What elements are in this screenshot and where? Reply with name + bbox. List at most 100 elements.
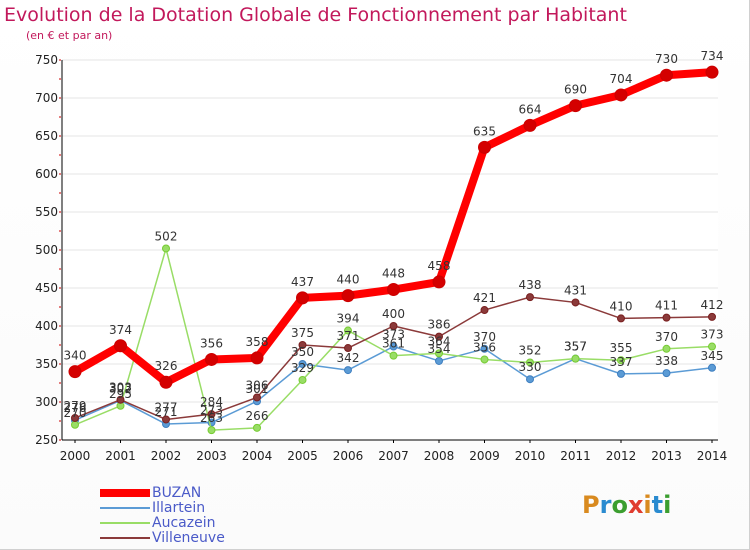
data-point-buzan-2005 bbox=[296, 291, 309, 305]
data-point-villeneuve-2002 bbox=[162, 415, 170, 424]
data-point-villeneuve-2011 bbox=[571, 298, 580, 307]
data-label-aucazein-2008: 364 bbox=[428, 334, 451, 348]
data-point-buzan-2008 bbox=[432, 275, 446, 289]
data-label-illartein-2005: 350 bbox=[291, 345, 314, 359]
y-tick-label-250: 250 bbox=[35, 433, 58, 447]
legend-label-aucazein: Aucazein bbox=[152, 515, 216, 531]
data-label-villeneuve-2002: 277 bbox=[155, 400, 178, 414]
x-tick-label-2007: 2007 bbox=[378, 449, 409, 463]
y-tick-label-600: 600 bbox=[35, 167, 58, 181]
x-tick-label-2010: 2010 bbox=[515, 449, 546, 463]
y-tick-label-350: 350 bbox=[35, 357, 58, 371]
x-tick-label-2011: 2011 bbox=[560, 449, 591, 463]
data-label-aucazein-2004: 266 bbox=[246, 409, 269, 423]
data-point-villeneuve-2010 bbox=[526, 293, 534, 302]
x-tick-label-2014: 2014 bbox=[697, 449, 728, 463]
data-point-aucazein-2006 bbox=[344, 326, 352, 335]
data-label-buzan-2008: 458 bbox=[428, 259, 451, 273]
data-label-villeneuve-2012: 410 bbox=[610, 299, 633, 313]
data-label-buzan-2002: 326 bbox=[155, 359, 178, 373]
x-tick-label-2002: 2002 bbox=[151, 449, 182, 463]
data-label-illartein-2010: 330 bbox=[519, 360, 542, 374]
y-tick-label-750: 750 bbox=[35, 53, 58, 67]
data-point-aucazein-2009 bbox=[480, 355, 489, 364]
data-point-villeneuve-2013 bbox=[662, 313, 671, 322]
data-point-villeneuve-2005 bbox=[298, 341, 307, 349]
data-point-aucazein-2012 bbox=[617, 356, 625, 365]
data-point-villeneuve-2007 bbox=[389, 322, 398, 330]
chart-subtitle: (en € et par an) bbox=[26, 29, 113, 42]
data-label-buzan-2009: 635 bbox=[473, 124, 496, 138]
legend-swatch-villeneuve bbox=[100, 537, 150, 539]
data-label-illartein-2001: 302 bbox=[109, 381, 132, 395]
data-label-villeneuve-2014: 412 bbox=[701, 298, 724, 312]
legend-item-aucazein: Aucazein bbox=[100, 515, 215, 531]
legend-label-illartein: Illartein bbox=[152, 500, 206, 516]
data-label-illartein-2006: 342 bbox=[337, 351, 360, 365]
data-point-aucazein-2014 bbox=[708, 342, 716, 351]
y-tick-label-300: 300 bbox=[35, 395, 58, 409]
data-label-aucazein-2013: 370 bbox=[655, 330, 678, 344]
data-label-buzan-2001: 374 bbox=[109, 323, 132, 337]
data-label-villeneuve-2000: 279 bbox=[64, 399, 87, 413]
data-label-aucazein-2014: 373 bbox=[701, 328, 724, 342]
data-label-villeneuve-2003: 284 bbox=[200, 395, 223, 409]
y-tick-label-650: 650 bbox=[35, 129, 58, 143]
data-point-illartein-2008 bbox=[435, 356, 443, 365]
data-label-buzan-2010: 664 bbox=[519, 102, 542, 116]
data-point-aucazein-2007 bbox=[389, 351, 398, 360]
data-point-buzan-2002 bbox=[159, 375, 173, 389]
x-tick-label-2006: 2006 bbox=[333, 449, 364, 463]
data-point-aucazein-2000 bbox=[71, 420, 79, 429]
data-label-illartein-2008: 354 bbox=[428, 342, 451, 356]
y-tick-label-500: 500 bbox=[35, 243, 58, 257]
data-point-buzan-2003 bbox=[205, 352, 218, 366]
data-label-buzan-2014: 734 bbox=[701, 49, 724, 63]
legend-swatch-illartein bbox=[100, 507, 150, 509]
legend-item-villeneuve: Villeneuve bbox=[100, 530, 225, 546]
y-tick-label-550: 550 bbox=[35, 205, 58, 219]
x-tick-label-2000: 2000 bbox=[60, 449, 91, 463]
data-point-aucazein-2008 bbox=[435, 349, 443, 358]
data-label-buzan-2013: 730 bbox=[655, 52, 678, 66]
data-point-villeneuve-2004 bbox=[253, 393, 261, 402]
data-label-aucazein-2007: 361 bbox=[382, 337, 405, 351]
data-label-illartein-2002: 271 bbox=[155, 405, 178, 419]
data-point-aucazein-2002 bbox=[162, 244, 170, 253]
data-label-illartein-2003: 273 bbox=[200, 404, 223, 418]
data-label-aucazein-2000: 270 bbox=[64, 406, 87, 420]
data-label-illartein-2011: 357 bbox=[564, 340, 587, 354]
data-label-buzan-2012: 704 bbox=[610, 72, 633, 86]
y-tick-label-400: 400 bbox=[35, 319, 58, 333]
data-label-villeneuve-2010: 438 bbox=[519, 278, 542, 292]
data-label-aucazein-2010: 352 bbox=[519, 343, 542, 357]
data-point-illartein-2005 bbox=[298, 360, 307, 368]
legend-item-illartein: Illartein bbox=[100, 500, 205, 516]
data-label-aucazein-2012: 355 bbox=[610, 341, 633, 355]
data-label-aucazein-2002: 502 bbox=[155, 229, 178, 243]
data-point-illartein-2012 bbox=[617, 369, 625, 378]
x-tick-label-2012: 2012 bbox=[606, 449, 637, 463]
data-point-buzan-2013 bbox=[660, 68, 673, 82]
data-point-buzan-2014 bbox=[705, 65, 719, 79]
data-label-buzan-2004: 358 bbox=[246, 335, 269, 349]
data-label-villeneuve-2008: 386 bbox=[428, 318, 451, 332]
legend-label-villeneuve: Villeneuve bbox=[152, 530, 225, 546]
chart-title: Evolution de la Dotation Globale de Fonc… bbox=[4, 4, 627, 26]
data-point-buzan-2000 bbox=[68, 365, 82, 379]
data-point-buzan-2009 bbox=[478, 140, 491, 154]
data-label-aucazein-2011: 357 bbox=[564, 340, 587, 354]
legend-swatch-aucazein bbox=[100, 522, 150, 524]
data-label-illartein-2014: 345 bbox=[701, 349, 724, 363]
x-tick-label-2013: 2013 bbox=[651, 449, 682, 463]
data-label-buzan-2000: 340 bbox=[64, 349, 87, 363]
data-point-buzan-2001 bbox=[114, 339, 127, 353]
data-point-buzan-2010 bbox=[523, 118, 537, 132]
x-tick-label-2005: 2005 bbox=[287, 449, 318, 463]
data-point-villeneuve-2009 bbox=[480, 306, 489, 315]
data-point-illartein-2006 bbox=[344, 366, 352, 375]
data-label-illartein-2007: 373 bbox=[382, 328, 405, 342]
data-label-buzan-2005: 437 bbox=[291, 275, 314, 289]
data-label-aucazein-2001: 295 bbox=[109, 387, 132, 401]
